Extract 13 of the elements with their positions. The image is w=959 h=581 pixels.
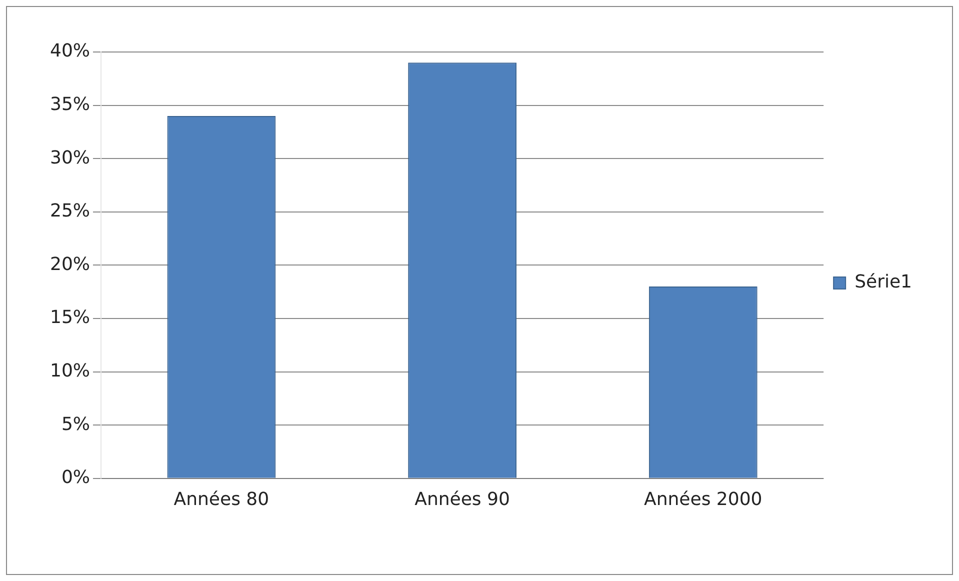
y-tick-label: 20% bbox=[50, 254, 90, 275]
y-tick-label: 15% bbox=[50, 307, 90, 328]
y-tick-label: 30% bbox=[50, 147, 90, 168]
x-tick-label: Années 80 bbox=[174, 488, 270, 510]
x-tick-label: Années 2000 bbox=[644, 488, 762, 510]
x-tick-label: Années 90 bbox=[414, 488, 510, 510]
y-tick-label: 40% bbox=[50, 40, 90, 62]
y-tick-label: 5% bbox=[61, 414, 90, 435]
y-tick-label: 25% bbox=[50, 200, 90, 222]
y-tick-label: 10% bbox=[50, 360, 90, 382]
y-tick-label: 0% bbox=[61, 467, 90, 488]
legend-label: Série1 bbox=[854, 272, 912, 293]
y-tick-label: 35% bbox=[50, 94, 90, 115]
